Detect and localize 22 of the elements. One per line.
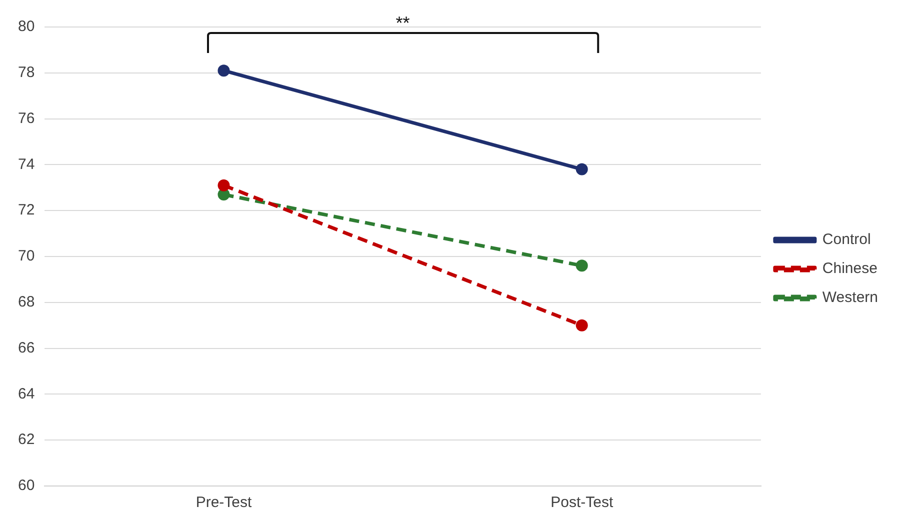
annotation: ** xyxy=(394,13,411,34)
point xyxy=(576,163,588,176)
x-tick-label: Pre-Test xyxy=(196,494,252,512)
point xyxy=(218,64,230,77)
point xyxy=(576,319,588,332)
y-tick-label: 62 xyxy=(18,431,35,448)
legend-label: Chinese xyxy=(822,260,878,278)
x-tick-label: Post-Test xyxy=(550,494,614,512)
y-tick-label: 66 xyxy=(18,339,35,356)
y-tick-label: 64 xyxy=(18,385,35,402)
point xyxy=(576,260,588,272)
y-tick-label: 74 xyxy=(18,156,35,173)
y-tick-label: 78 xyxy=(18,64,35,82)
y-tick-label: 70 xyxy=(18,248,35,265)
y-tick-label: 68 xyxy=(18,294,35,311)
point xyxy=(218,179,230,192)
legend-label: Western xyxy=(822,289,878,306)
y-tick-label: 76 xyxy=(18,110,35,127)
y-tick-label: 80 xyxy=(18,18,35,36)
y-tick-label: 60 xyxy=(18,477,35,494)
y-tick-label: 72 xyxy=(18,202,35,219)
legend-label: Control xyxy=(822,231,871,248)
